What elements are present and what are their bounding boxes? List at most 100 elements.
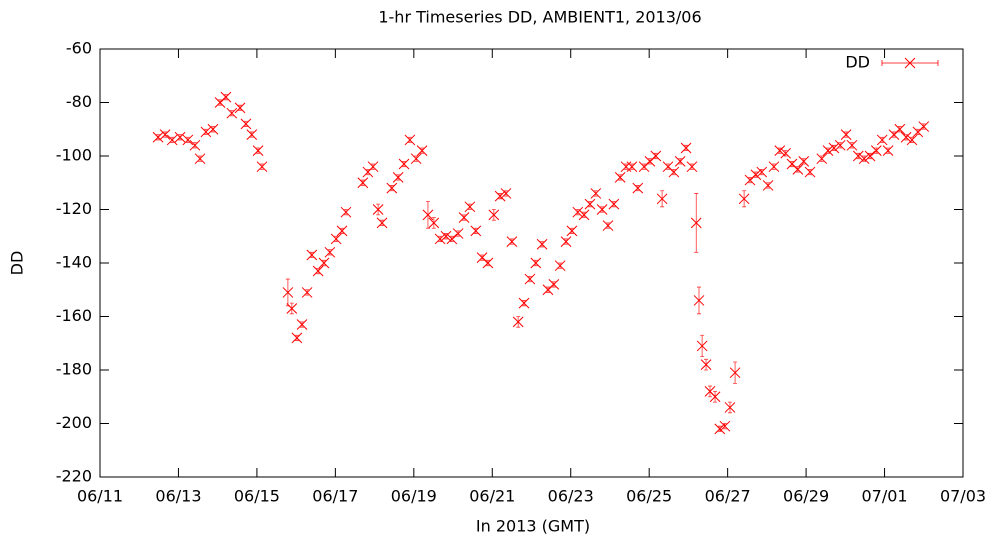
point [301,287,313,298]
point [834,139,846,151]
point [392,172,404,183]
point [693,295,705,306]
point [632,182,644,194]
point [306,249,318,261]
point [696,340,708,352]
x-tick-label: 06/23 [548,487,594,506]
point [918,121,930,132]
y-axis-label: DD [8,251,27,276]
point [792,164,804,175]
point [798,155,810,167]
point [428,217,440,229]
point [656,193,668,205]
point [240,118,252,130]
point [828,142,840,154]
point [780,147,792,159]
point [846,139,858,151]
x-tick-label: 06/27 [705,487,751,506]
point [864,150,876,162]
point [434,233,446,245]
point [500,188,512,199]
y-tick-label: -100 [56,146,92,165]
point [200,126,212,138]
point [330,233,342,245]
point [336,225,348,237]
point [668,166,680,178]
point [296,319,308,330]
legend-swatch [904,57,916,69]
x-tick-label: 06/29 [783,487,829,506]
point [482,257,494,269]
point [686,161,698,173]
point [729,367,741,379]
point [578,209,590,221]
point [207,123,219,135]
point [768,161,780,173]
x-tick-label: 06/15 [234,487,280,506]
point [194,153,206,165]
point [340,206,352,218]
x-tick-label: 06/11 [77,487,123,506]
point [324,246,336,258]
point [524,273,536,285]
x-axis-label: In 2013 (GMT) [476,517,590,536]
point [566,225,578,237]
point [372,204,384,215]
plot-frame [99,48,964,478]
point [840,129,852,140]
point [234,102,246,114]
point [518,297,530,309]
point [602,220,614,231]
point [182,134,194,146]
point [252,145,264,157]
point [700,359,712,371]
point [590,188,602,199]
point [291,332,303,344]
point [690,217,702,229]
point [506,236,518,247]
point [584,198,596,210]
point [714,423,726,435]
point [626,161,638,173]
point [494,190,506,202]
point [458,212,470,223]
y-tick-label: -80 [66,92,92,111]
y-tick-label: -220 [56,467,92,486]
point [416,145,428,157]
point [852,150,864,162]
point [166,134,178,146]
y-tick-label: -140 [56,253,92,272]
point [614,172,626,183]
point [674,155,686,167]
point [762,180,774,191]
point [650,150,662,162]
point [876,134,888,146]
point [189,139,201,151]
point [858,153,870,165]
point [554,260,566,272]
x-tick-label: 06/17 [312,487,358,506]
point [286,303,298,314]
point [680,142,692,154]
point [220,91,232,103]
point [906,134,918,146]
point [410,153,422,165]
point [256,161,268,173]
x-tick-label: 07/01 [861,487,907,506]
point [774,145,786,157]
y-tick-label: -60 [66,39,92,58]
point [152,131,164,143]
point [804,166,816,178]
point [446,233,458,245]
y-tick-label: -180 [56,360,92,379]
point [226,107,238,119]
point [894,123,906,135]
point [560,236,572,247]
point [572,206,584,218]
point [870,145,882,157]
x-tick-label: 06/21 [469,487,515,506]
point [470,225,482,237]
point [404,134,416,146]
point [530,257,542,269]
y-tick-label: -160 [56,306,92,325]
